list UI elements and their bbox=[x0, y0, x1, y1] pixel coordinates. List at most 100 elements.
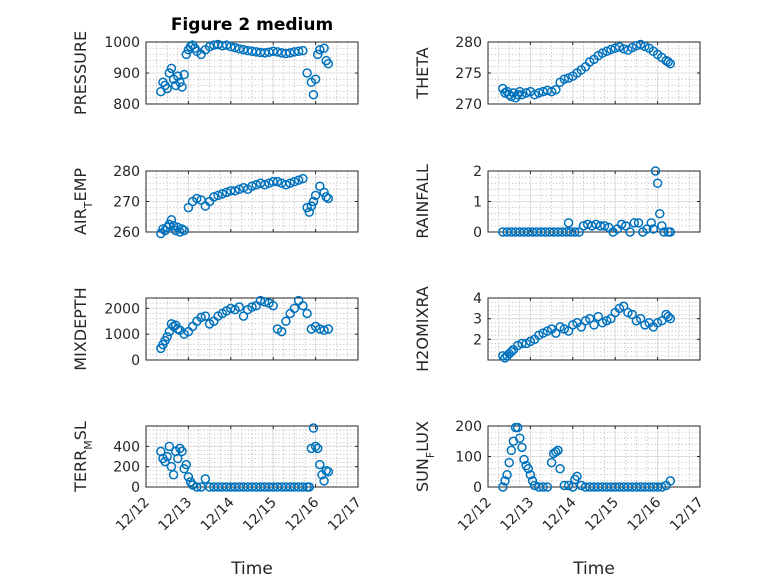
x-tick-label: 12/12 bbox=[113, 495, 153, 535]
data-point bbox=[204, 41, 215, 52]
data-point bbox=[200, 474, 211, 484]
data-point bbox=[259, 179, 270, 190]
data-point bbox=[648, 224, 659, 234]
data-point bbox=[517, 442, 527, 453]
data-point bbox=[230, 186, 240, 196]
data-point bbox=[659, 227, 669, 237]
data-point bbox=[319, 476, 329, 486]
data-point bbox=[521, 88, 531, 98]
y-tick-label: 275 bbox=[455, 66, 482, 82]
data-point bbox=[663, 311, 673, 322]
panel-pressure: 800 900 1000 PRESSURE bbox=[71, 31, 359, 115]
data-point bbox=[534, 88, 544, 98]
x-tick-label: 12/14 bbox=[540, 494, 580, 534]
data-point bbox=[502, 470, 512, 480]
data-point bbox=[217, 189, 228, 199]
data-point bbox=[259, 297, 270, 307]
data-point bbox=[293, 175, 304, 185]
y-tick-label: 100 bbox=[455, 450, 482, 466]
axes-frame bbox=[487, 297, 701, 361]
y-tick-label: 2 bbox=[473, 164, 482, 180]
y-axis-label: TERRMSL bbox=[71, 421, 95, 493]
data-point bbox=[599, 221, 610, 231]
data-point bbox=[551, 447, 561, 457]
data-point bbox=[319, 43, 329, 53]
data-point bbox=[629, 218, 640, 228]
y-tick-label: 200 bbox=[113, 460, 140, 476]
data-point bbox=[238, 311, 249, 321]
y-axis-label: RAINFALL bbox=[413, 164, 432, 239]
data-point bbox=[177, 446, 187, 457]
x-tick-label: 12/17 bbox=[325, 495, 365, 535]
data-point bbox=[665, 58, 676, 69]
data-point bbox=[570, 227, 580, 237]
data-point bbox=[173, 71, 183, 81]
data-point bbox=[517, 338, 527, 349]
data-point bbox=[192, 193, 202, 204]
x-tick-label: 12/17 bbox=[667, 495, 707, 535]
data-point bbox=[665, 476, 676, 486]
data-point bbox=[192, 482, 202, 492]
y-tick-label: 800 bbox=[113, 97, 140, 113]
x-axis-label-right: Time bbox=[572, 559, 615, 579]
data-point bbox=[247, 181, 257, 191]
data-point bbox=[633, 218, 644, 228]
data-point bbox=[555, 463, 565, 474]
data-point bbox=[625, 227, 635, 237]
data-point bbox=[563, 218, 574, 228]
data-point bbox=[606, 44, 616, 55]
y-tick-label: 270 bbox=[113, 195, 140, 211]
data-point bbox=[563, 480, 574, 491]
y-tick-label: 270 bbox=[455, 97, 482, 113]
data-point bbox=[323, 193, 334, 204]
data-point bbox=[179, 225, 189, 236]
data-point bbox=[162, 451, 172, 462]
data-point bbox=[209, 192, 219, 202]
data-point bbox=[289, 303, 300, 314]
data-point bbox=[323, 324, 334, 334]
data-point bbox=[323, 58, 334, 69]
data-point bbox=[281, 179, 291, 190]
data-point bbox=[221, 40, 232, 50]
data-point bbox=[230, 42, 240, 53]
data-point bbox=[506, 445, 517, 456]
y-tick-label: 4 bbox=[473, 291, 482, 307]
data-point bbox=[525, 470, 536, 480]
data-point bbox=[177, 224, 187, 234]
data-point bbox=[585, 313, 595, 324]
data-point bbox=[302, 202, 312, 213]
data-point bbox=[572, 471, 582, 482]
y-tick-label: 400 bbox=[113, 439, 140, 455]
data-point bbox=[559, 74, 570, 84]
data-point bbox=[654, 208, 665, 219]
panel-air_temp: 260 270 280 AIRTEMP bbox=[71, 164, 359, 241]
y-tick-label: 0 bbox=[473, 480, 482, 496]
data-point bbox=[168, 221, 179, 231]
data-point bbox=[506, 346, 517, 357]
data-point bbox=[551, 328, 561, 338]
data-point bbox=[158, 224, 168, 234]
data-point bbox=[315, 45, 325, 55]
data-point bbox=[213, 190, 223, 201]
data-point bbox=[255, 295, 266, 306]
x-tick-label: 12/16 bbox=[283, 494, 323, 534]
y-axis-label: THETA bbox=[413, 47, 432, 99]
data-point bbox=[234, 302, 245, 312]
data-point bbox=[523, 463, 534, 474]
data-point bbox=[593, 311, 603, 322]
y-tick-label: 0 bbox=[473, 225, 482, 241]
data-point bbox=[308, 196, 319, 207]
data-point bbox=[616, 219, 627, 230]
panel-rainfall: 0 1 2 RAINFALL bbox=[413, 164, 701, 241]
data-point bbox=[538, 482, 548, 492]
data-point bbox=[498, 351, 508, 361]
y-tick-label: 280 bbox=[113, 164, 140, 180]
data-point bbox=[504, 457, 514, 468]
data-point bbox=[200, 311, 211, 321]
y-axis-label: MIXDEPTH bbox=[71, 287, 90, 370]
panel-mixdepth: 0 1000 2000 MIXDEPTH bbox=[71, 287, 359, 371]
data-point bbox=[315, 459, 325, 470]
panel-h2omixra: 2 3 4 H2OMIXRA bbox=[413, 286, 701, 372]
y-axis-label: AIRTEMP bbox=[71, 168, 95, 235]
data-point bbox=[181, 459, 192, 470]
